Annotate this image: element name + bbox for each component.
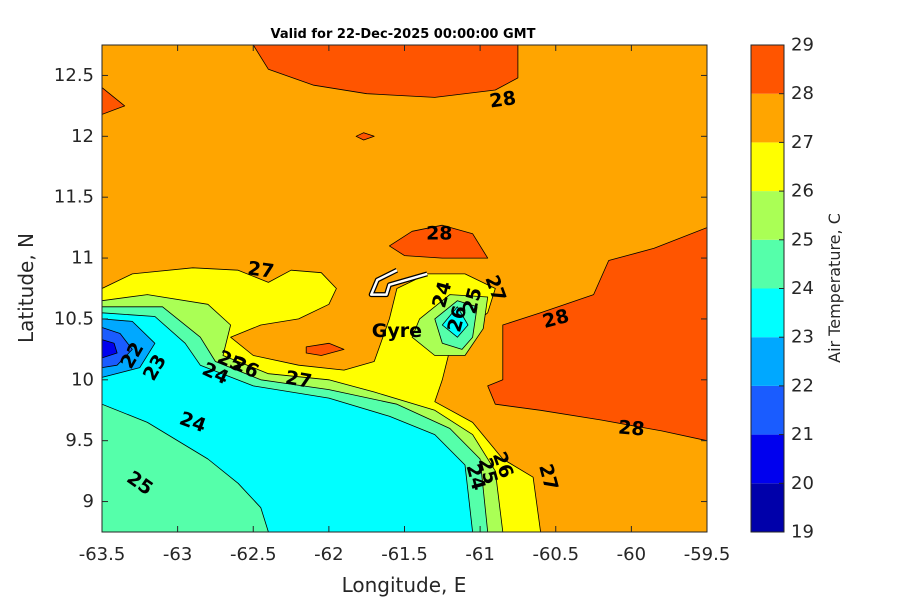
colorbar-band-28 [751, 45, 784, 94]
colorbar-tick-label: 23 [791, 327, 814, 348]
y-tick-label: 9 [83, 491, 94, 512]
colorbar-tick-label: 25 [791, 229, 814, 250]
colorbar-tick-label: 24 [791, 278, 814, 299]
contour-region-28-15 [355, 132, 375, 141]
colorbar-band-22 [751, 337, 784, 386]
gyre-annotation: Gyre [372, 320, 422, 342]
colorbar-tick-label: 20 [791, 473, 814, 494]
x-tick-label: -63.5 [79, 544, 126, 565]
contour-region-28-4 [305, 342, 345, 356]
plot-area: 2828282827272727262626252525252424242423… [54, 44, 731, 565]
chart-title: Valid for 22-Dec-2025 00:00:00 GMT [271, 27, 536, 42]
x-tick-label: -63 [163, 544, 192, 565]
y-tick-label: 10 [71, 369, 94, 390]
contour-label-27-5: 27 [284, 367, 314, 393]
colorbar-tick-label: 28 [791, 83, 814, 104]
y-tick-label: 12.5 [54, 65, 94, 86]
contour-region-28-1 [102, 87, 126, 115]
colorbar-tick-label: 22 [791, 375, 814, 396]
contour-label-27-4: 27 [246, 257, 275, 282]
colorbar-label: Air Temperature, C [825, 213, 844, 363]
contour-region-20-14 [102, 339, 118, 359]
colorbar-band-24 [751, 239, 784, 289]
y-tick-label: 9.5 [65, 430, 94, 451]
y-axis-label: Latitude, N [14, 233, 38, 343]
colorbar-tick-label: 26 [791, 181, 814, 202]
gyre-track [368, 267, 428, 298]
colorbar-band-19 [751, 483, 784, 532]
y-tick-label: 11.5 [54, 187, 94, 208]
colorbar-tick-label: 19 [791, 522, 814, 543]
y-tick-label: 11 [71, 248, 94, 269]
y-axis: 9 9.5 10 10.5 11 11.5 12 12.5 [54, 65, 707, 512]
contour-region-28-0 [252, 45, 519, 98]
contour-region-23-11 [441, 306, 469, 338]
contour-region-21-13 [102, 327, 133, 369]
contour-region-28-2 [487, 227, 707, 442]
colorbar-tick-label: 27 [791, 132, 814, 153]
colorbar-band-21 [751, 385, 784, 435]
contour-regions [102, 45, 707, 532]
colorbar-band-23 [751, 288, 784, 338]
x-tick-label: -60 [617, 544, 646, 565]
x-tick-label: -60.5 [532, 544, 579, 565]
x-tick-label: -59.5 [684, 544, 731, 565]
y-tick-label: 12 [71, 126, 94, 147]
gyre-track-line [369, 269, 428, 296]
colorbar-tick-label: 21 [791, 424, 814, 445]
y-tick-label: 10.5 [54, 308, 94, 329]
x-axis: -63.5 -63 -62.5 -62 -61.5 -61 -60.5 -60 -59.5 [79, 45, 731, 565]
colorbar-band-20 [751, 434, 784, 484]
x-tick-label: -61.5 [381, 544, 428, 565]
contour-label-28-1: 28 [426, 223, 452, 245]
contour-region-28-3 [388, 224, 489, 259]
x-axis-label: Longitude, E [342, 573, 467, 597]
contour-label-28-0: 28 [488, 87, 517, 112]
colorbar-band-26 [751, 142, 784, 192]
colorbar-band-27 [751, 93, 784, 143]
contour-label-28-3: 28 [617, 416, 645, 440]
colorbar: 19 20 21 22 23 24 25 26 27 28 29 [750, 35, 814, 543]
x-tick-label: -62.5 [230, 544, 277, 565]
colorbar-band-25 [751, 191, 784, 240]
contour-region-23-10 [102, 312, 474, 532]
colorbar-tick-label: 29 [791, 35, 814, 56]
x-tick-label: -61 [465, 544, 494, 565]
x-tick-label: -62 [314, 544, 343, 565]
